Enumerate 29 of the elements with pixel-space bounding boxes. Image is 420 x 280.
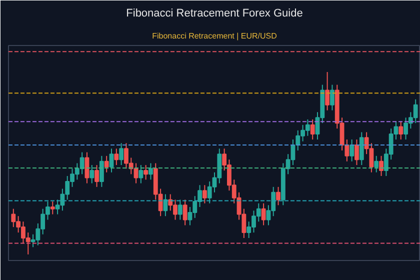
candlestick xyxy=(94,164,99,188)
candlestick xyxy=(374,155,379,173)
candlestick xyxy=(90,164,94,184)
candlestick xyxy=(163,194,168,217)
candlestick xyxy=(344,139,350,162)
candlestick xyxy=(144,164,148,180)
candlestick xyxy=(398,120,404,140)
candlestick xyxy=(104,155,109,173)
candlestick xyxy=(202,184,207,204)
candlestick xyxy=(114,148,119,166)
candlestick xyxy=(310,118,315,140)
candlestick xyxy=(99,155,104,188)
candlestick xyxy=(148,162,153,180)
candlestick xyxy=(325,72,330,111)
candlestick xyxy=(50,201,55,215)
candlestick xyxy=(109,148,114,173)
candlestick xyxy=(276,186,280,206)
candlestick xyxy=(261,202,266,226)
candlestick xyxy=(379,155,384,176)
candlestick xyxy=(182,199,188,226)
candlestick xyxy=(138,164,144,184)
candlestick xyxy=(359,132,364,166)
candlestick xyxy=(178,199,182,220)
candlestick xyxy=(330,84,334,111)
chart-subtitle: Fibonacci Retracement | EUR/USD xyxy=(152,32,278,40)
candlestick xyxy=(350,139,354,162)
candlestick xyxy=(119,142,124,166)
candlestick xyxy=(354,139,359,166)
chart-title: Fibonacci Retracement Forex Guide xyxy=(126,8,303,20)
